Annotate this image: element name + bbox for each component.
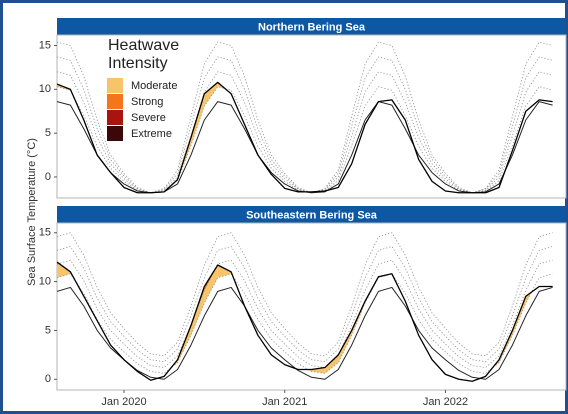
legend-label: Extreme	[131, 128, 172, 140]
heatwave-fill	[204, 82, 218, 106]
heatwave-fill	[217, 264, 232, 278]
plot-area	[56, 34, 567, 199]
panel-header	[57, 206, 566, 223]
legend-title: Heatwave Intensity	[108, 37, 180, 72]
y-tick-label: 5	[45, 127, 51, 139]
y-axis-label: Sea Surface Temperature (°C)	[26, 138, 38, 286]
legend-swatch	[107, 94, 123, 109]
y-tick-label: 15	[39, 227, 51, 239]
heatwave-fill	[324, 354, 339, 374]
observed-line	[57, 261, 553, 382]
y-tick-label: 0	[45, 171, 51, 183]
observed-line	[57, 81, 553, 194]
x-tick-label: Jan 2022	[423, 396, 468, 408]
heatwave-fill	[57, 262, 71, 278]
y-tick-label: 5	[45, 324, 51, 336]
threshold-line	[57, 41, 553, 194]
heatwave-fill	[311, 367, 325, 374]
heatwave-fill	[204, 264, 218, 304]
y-tick-label: 15	[39, 39, 51, 51]
heatwave-fill	[525, 291, 532, 304]
heatwave-fill	[338, 330, 352, 363]
panel-header	[57, 18, 566, 35]
legend-swatch	[107, 126, 123, 141]
climatology-line	[57, 286, 553, 380]
y-tick-label: 0	[45, 373, 51, 385]
legend-swatch	[107, 110, 123, 125]
y-tick-label: 10	[39, 83, 51, 95]
plot-content	[57, 41, 553, 194]
x-tick-label: Jan 2020	[101, 396, 146, 408]
x-tick-label: Jan 2021	[262, 396, 307, 408]
legend-swatch	[107, 78, 123, 93]
panel-title: Northern Bering Sea	[258, 21, 366, 33]
threshold-line	[57, 259, 553, 368]
y-tick-label: 10	[39, 276, 51, 288]
legend-label: Strong	[131, 96, 163, 108]
legend-label: Severe	[131, 112, 166, 124]
threshold-line	[57, 246, 553, 363]
plot-content	[57, 232, 553, 382]
plot-area	[56, 222, 567, 391]
panel-title: Southeastern Bering Sea	[246, 209, 378, 221]
legend-label: Moderate	[131, 80, 177, 92]
